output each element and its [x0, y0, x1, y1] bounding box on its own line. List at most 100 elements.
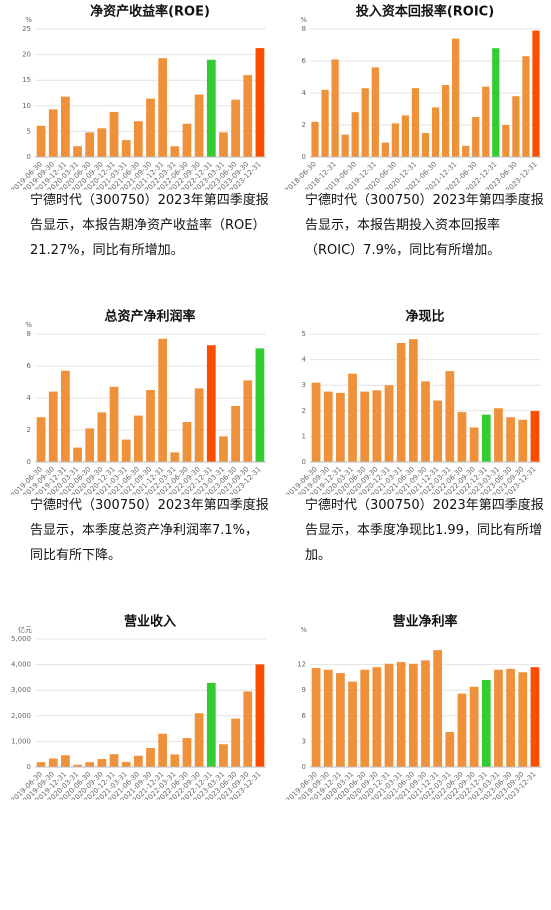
bar: [411, 88, 420, 157]
bar: [231, 99, 240, 157]
bar: [73, 146, 82, 157]
bar: [381, 142, 389, 157]
chart-title: 投入资本回报率(ROIC): [356, 4, 494, 20]
chart: 投入资本回报率(ROIC)%024682018-06-302018-12-312…: [283, 4, 541, 190]
chart-panel: 投入资本回报率(ROIC)% 0 2 4 6 8 2018-06-30 2018-12-31 2…: [275, 0, 550, 300]
bar: [351, 112, 359, 157]
bar: [348, 373, 357, 462]
y-tick-label: 3: [302, 381, 306, 389]
chart-panel: 净资产收益率(ROE)% 0 5 10 15 20 25 2019-06-30 2019-09-…: [0, 0, 275, 300]
chart-panel: 营业净利率% 0 3 6 9 12 2019-06-30 2019-09-30 2019-12-…: [275, 610, 550, 910]
bar: [194, 713, 204, 767]
bar: [182, 422, 192, 462]
bar: [532, 30, 540, 158]
bar: [109, 386, 119, 462]
y-tick-label: 3: [302, 737, 306, 745]
unit-label: %: [300, 16, 307, 24]
y-tick-label: 6: [27, 362, 32, 370]
bar: [518, 419, 528, 462]
bar: [231, 718, 240, 767]
bar: [182, 123, 192, 157]
bar: [481, 679, 491, 767]
bar: [255, 48, 265, 158]
y-tick-label: 25: [22, 25, 31, 33]
bar: [158, 58, 168, 157]
bar: [360, 669, 370, 767]
bar: [48, 758, 58, 767]
unit-label: %: [300, 626, 307, 634]
chart-panel: 净现比 0 1 2 3 4 5 2019-06-30 2019-09-30 2019-12-31 2…: [275, 305, 550, 605]
bar: [146, 390, 155, 462]
bar: [452, 38, 460, 157]
description: 宁德时代（300750）2023年第四季度报告显示，本报告期投入资本回报率（RO…: [305, 193, 544, 258]
bar: [421, 133, 430, 157]
y-tick-label: 8: [27, 330, 31, 338]
bar: [121, 761, 131, 767]
bar: [433, 400, 443, 462]
chart-title: 营业收入: [124, 614, 176, 630]
bar: [219, 132, 228, 157]
bar: [206, 682, 216, 767]
bar: [158, 733, 168, 767]
bar: [341, 134, 349, 157]
y-tick-label: 3,000: [11, 686, 31, 694]
y-tick-label: 2,000: [11, 712, 31, 720]
bar: [85, 132, 95, 157]
bar: [518, 672, 528, 767]
bar: [323, 391, 333, 462]
y-tick-label: 8: [302, 25, 306, 33]
bar: [408, 339, 418, 462]
bar: [48, 109, 58, 157]
y-tick-label: 0: [27, 458, 31, 466]
bar: [243, 691, 253, 767]
bar: [73, 764, 82, 767]
bar: [506, 668, 515, 767]
y-tick-label: 5: [302, 330, 306, 338]
bar: [146, 748, 155, 767]
bar: [494, 669, 503, 767]
bar: [243, 75, 253, 157]
bar: [61, 755, 70, 767]
bar: [36, 762, 46, 767]
chart: 营业收入亿元01,0002,0003,0004,0005,0002019-06-…: [9, 614, 266, 800]
bar: [401, 115, 410, 157]
y-tick-label: 2: [27, 426, 31, 434]
bar: [85, 762, 95, 767]
y-tick-label: 0: [27, 153, 31, 161]
bar: [61, 370, 70, 462]
chart: 营业净利率%0369122019-06-302019-09-302019-12-…: [284, 614, 541, 800]
bar: [384, 385, 394, 462]
bar: [109, 111, 119, 157]
bar: [48, 391, 58, 462]
bar: [502, 125, 510, 157]
bar: [372, 390, 382, 462]
bar: [158, 338, 168, 462]
bar: [219, 744, 228, 767]
unit-label: %: [25, 16, 32, 24]
bar: [462, 145, 470, 157]
unit-label: 亿元: [18, 625, 32, 634]
bar: [457, 412, 467, 462]
bar: [170, 146, 180, 157]
bar: [133, 121, 143, 157]
description: 宁德时代（300750）2023年第四季度报告显示，本报告期净资产收益率（ROE…: [30, 193, 269, 258]
bar: [311, 668, 321, 767]
y-tick-label: 2: [302, 121, 306, 129]
bar: [231, 406, 240, 462]
bar: [170, 754, 180, 767]
bar: [85, 428, 95, 462]
bar: [445, 371, 455, 462]
bar: [431, 107, 440, 157]
bar: [472, 117, 480, 157]
bar: [97, 128, 107, 157]
bar: [371, 67, 379, 157]
chart-title: 净现比: [405, 309, 444, 325]
bar: [530, 411, 540, 462]
bar: [311, 382, 321, 462]
bar: [336, 673, 345, 767]
description: 宁德时代（300750）2023年第四季度报告显示，本季度总资产净利润率7.1%…: [30, 498, 269, 563]
bar: [512, 96, 520, 157]
bar: [170, 452, 180, 462]
y-tick-label: 4: [27, 394, 32, 402]
y-tick-label: 1: [302, 432, 306, 440]
